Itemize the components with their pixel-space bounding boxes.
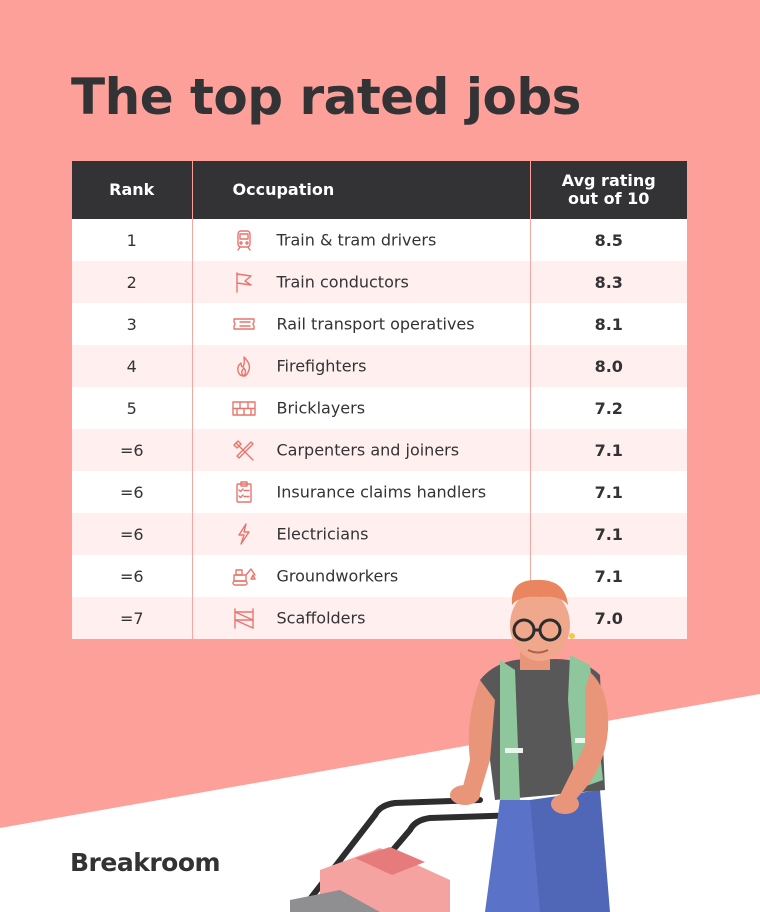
rank-cell: =6 [72,471,192,513]
occupation-label: Train & tram drivers [276,230,437,250]
occupation-label: Rail transport operatives [276,314,475,334]
occupation-label: Firefighters [276,356,367,376]
rank-cell: 1 [72,219,192,261]
rating-cell: 8.0 [529,345,687,387]
flame-icon [231,354,257,378]
occupation-cell: Scaffolders [191,597,530,639]
table-row: 1 Train & tram drivers 8.5 [72,219,687,261]
rating-cell: 7.1 [529,513,687,555]
table-header-row: Rank Occupation Avg rating out of 10 [72,161,687,219]
occupation-cell: Insurance claims handlers [191,471,530,513]
hammer-icon [231,438,257,462]
page-title: The top rated jobs [71,68,581,126]
clipboard-icon [231,480,257,504]
header-rating-line1: Avg rating [561,171,656,190]
occupation-label: Carpenters and joiners [276,440,460,460]
rating-cell: 8.1 [529,303,687,345]
table-row: 2 Train conductors 8.3 [72,261,687,303]
rating-cell: 7.1 [529,429,687,471]
occupation-label: Scaffolders [276,608,366,628]
ticket-icon [231,312,257,336]
bricks-icon [231,396,257,420]
header-occupation: Occupation [191,161,530,219]
rating-cell: 7.0 [529,597,687,639]
table-row: =6 Insurance claims handlers 7.1 [72,471,687,513]
rating-cell: 7.1 [529,555,687,597]
rating-cell: 8.3 [529,261,687,303]
occupation-cell: Electricians [191,513,530,555]
excavator-icon [231,564,257,588]
occupation-label: Groundworkers [276,566,399,586]
occupation-label: Bricklayers [276,398,366,418]
flag-icon [231,270,257,294]
rank-cell: 3 [72,303,192,345]
table-row: =6 Electricians 7.1 [72,513,687,555]
rank-cell: =6 [72,513,192,555]
breakroom-logo: Breakroom [70,848,221,877]
occupation-cell: Bricklayers [191,387,530,429]
occupation-cell: Rail transport operatives [191,303,530,345]
train-icon [231,228,257,252]
table-row: =7 Scaffolders 7.0 [72,597,687,639]
lightning-icon [231,522,257,546]
scaffold-icon [231,606,257,630]
rank-cell: =7 [72,597,192,639]
table-row: =6 Carpenters and joiners 7.1 [72,429,687,471]
occupation-label: Train conductors [276,272,409,292]
rank-cell: 2 [72,261,192,303]
table-row: 3 Rail transport operatives 8.1 [72,303,687,345]
occupation-cell: Groundworkers [191,555,530,597]
occupation-cell: Train & tram drivers [191,219,530,261]
header-rank: Rank [72,161,192,219]
table-row: 5 Bricklayers 7.2 [72,387,687,429]
table-row: 4 Firefighters 8.0 [72,345,687,387]
occupation-cell: Firefighters [191,345,530,387]
rating-cell: 7.2 [529,387,687,429]
header-rating-line2: out of 10 [568,189,650,208]
rank-cell: 4 [72,345,192,387]
occupation-cell: Carpenters and joiners [191,429,530,471]
rating-cell: 7.1 [529,471,687,513]
header-rating: Avg rating out of 10 [529,161,687,219]
occupation-cell: Train conductors [191,261,530,303]
rank-cell: 5 [72,387,192,429]
ratings-table: Rank Occupation Avg rating out of 10 1 Tr… [72,161,687,639]
rank-cell: =6 [72,555,192,597]
rating-cell: 8.5 [529,219,687,261]
rank-cell: =6 [72,429,192,471]
table-row: =6 Groundworkers 7.1 [72,555,687,597]
occupation-label: Insurance claims handlers [276,482,487,502]
occupation-label: Electricians [276,524,369,544]
